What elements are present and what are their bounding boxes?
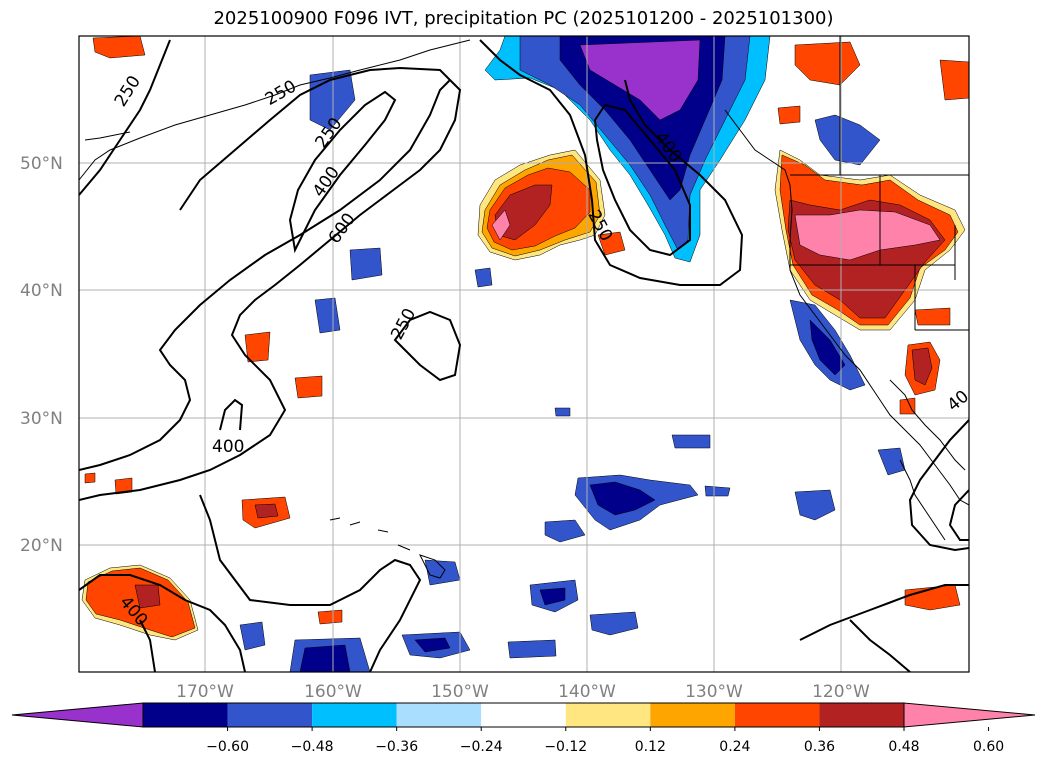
pos-anomaly-pnw [774, 41, 969, 611]
ivt-contours [79, 39, 969, 672]
colorbar-swatch [734, 703, 820, 727]
colorbar-tick-label: 0.60 [973, 739, 1004, 755]
colorbar-tick-label: −0.24 [460, 739, 503, 755]
colorbar-tick-label: −0.60 [206, 739, 249, 755]
pos-anomaly-north-pacific [477, 149, 626, 261]
lon-label-160w: 160°W [304, 682, 362, 702]
map-border [78, 35, 970, 673]
lon-label-140w: 140°W [558, 682, 616, 702]
colorbar-tick-label: −0.12 [544, 739, 587, 755]
colorbar-tick-label: −0.36 [375, 739, 418, 755]
colorbar-swatch [396, 703, 482, 727]
colorbar-tick-label: 0.36 [804, 739, 835, 755]
lat-label-50n: 50°N [20, 154, 63, 174]
map-title: 2025100900 F096 IVT, precipitation PC (2… [213, 8, 834, 29]
colorbar-swatch [227, 703, 313, 727]
colorbar-swatch [312, 703, 397, 727]
pos-anomaly-west-pacific [81, 36, 916, 641]
colorbar-tick-label: 0.24 [719, 739, 750, 755]
latitude-labels: 50°N 40°N 30°N 20°N [20, 154, 63, 556]
colorbar-tick-label: −0.48 [291, 739, 334, 755]
neg-anomaly-west-coast [789, 114, 906, 476]
coastlines [79, 36, 969, 579]
lat-label-20n: 20°N [20, 536, 63, 556]
colorbar-swatch [481, 703, 566, 727]
lat-label-40n: 40°N [20, 281, 63, 301]
neg-anomaly-gulf-alaska [484, 36, 771, 263]
colorbar-extend-min [11, 702, 144, 728]
colorbar-swatch [565, 703, 651, 727]
lon-label-170w: 170°W [176, 682, 234, 702]
lon-label-150w: 150°W [431, 682, 489, 702]
colorbar-outline [142, 702, 905, 728]
lon-label-120w: 120°W [812, 682, 870, 702]
colorbar-tick-label: 0.48 [888, 739, 919, 755]
lon-label-130w: 130°W [685, 682, 743, 702]
longitude-labels: 170°W 160°W 150°W 140°W 130°W 120°W [176, 682, 870, 702]
graticule [79, 36, 969, 672]
colorbar: −0.60 −0.48 −0.36 −0.24 −0.12 0.12 0.24 0.36 0.4… [11, 702, 1036, 755]
lat-label-30n: 30°N [20, 409, 63, 429]
colorbar-tick-label: 0.12 [635, 739, 666, 755]
contour-label: 400 [212, 437, 244, 457]
colorbar-swatch [819, 703, 904, 727]
colorbar-swatch [650, 703, 735, 727]
colorbar-extend-max [903, 702, 1036, 728]
colorbar-swatch [143, 703, 228, 727]
